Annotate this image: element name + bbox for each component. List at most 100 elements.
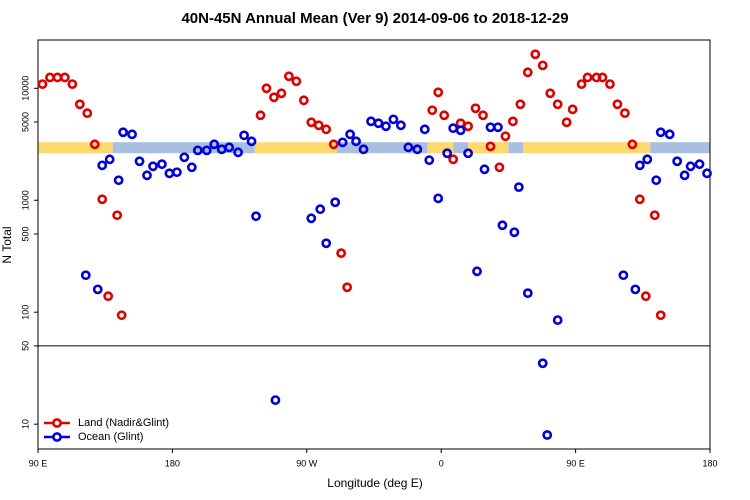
data-point [345, 129, 356, 140]
data-point [112, 210, 123, 221]
data-point [470, 103, 481, 114]
data-point [478, 110, 488, 121]
data-point [298, 95, 309, 106]
data-point [567, 104, 578, 115]
data-point [373, 118, 384, 129]
data-point [186, 162, 197, 173]
data-point [328, 139, 339, 150]
data-point [424, 155, 435, 166]
y-tick-label: 10000 [20, 76, 30, 101]
data-point [306, 117, 317, 128]
data-point [45, 72, 55, 83]
y-tick-label: 10 [20, 419, 30, 429]
surface-band [336, 142, 428, 154]
data-point [179, 152, 190, 163]
chart-title: 40N-45N Annual Mean (Ver 9) 2014-09-06 t… [181, 10, 568, 27]
data-point [97, 194, 108, 205]
data-point [283, 71, 294, 82]
data-point [672, 156, 683, 167]
data-point [640, 291, 651, 302]
data-point [542, 430, 553, 440]
data-point [479, 164, 490, 175]
data-point [276, 88, 287, 99]
data-point [702, 168, 712, 179]
data-point [118, 127, 129, 138]
data-point [561, 117, 572, 128]
y-tick-label: 5000 [20, 112, 30, 132]
data-point [463, 121, 473, 132]
data-point [530, 49, 541, 60]
surface-band [650, 142, 710, 154]
data-point [485, 122, 496, 133]
data-point [494, 162, 505, 173]
data-point [89, 139, 100, 150]
x-axis-label: Longitude (deg E) [327, 476, 422, 490]
data-point [433, 193, 444, 204]
data-point [403, 142, 414, 153]
data-point [605, 79, 615, 90]
data-point [261, 83, 272, 94]
data-point [515, 99, 526, 110]
data-point [627, 139, 638, 150]
data-point [618, 270, 629, 281]
y-axis-label: N Total [0, 226, 14, 263]
legend-marker [52, 418, 62, 428]
data-point [116, 310, 127, 321]
data-point [694, 159, 705, 170]
data-point [552, 315, 563, 326]
data-point [103, 291, 114, 302]
data-point [52, 72, 63, 83]
surface-band [453, 142, 469, 154]
data-point [157, 159, 167, 170]
data-point [685, 161, 696, 172]
data-point [82, 108, 93, 119]
data-point [148, 161, 158, 172]
data-point [395, 120, 406, 131]
y-tick-label: 50 [20, 341, 30, 351]
data-point [224, 142, 235, 153]
data-point [59, 72, 70, 83]
data-point [500, 131, 511, 142]
plot-frame [37, 39, 711, 450]
surface-band [508, 142, 524, 154]
data-point [291, 76, 302, 87]
data-point [509, 227, 520, 238]
data-point [576, 79, 587, 90]
x-tick-label: 90 E [566, 458, 585, 468]
surface-band [112, 142, 255, 154]
data-point [321, 124, 332, 135]
data-point [463, 148, 473, 159]
data-point [552, 99, 563, 110]
data-point [255, 110, 266, 121]
data-point [507, 116, 518, 127]
surface-band [38, 142, 113, 154]
y-tick-label: 100 [20, 305, 30, 320]
data-point [233, 147, 244, 158]
data-point [655, 127, 666, 138]
data-point [634, 160, 645, 171]
data-point [37, 79, 48, 90]
data-point [270, 395, 281, 406]
data-point [381, 121, 391, 132]
data-point [497, 220, 508, 231]
surface-band [523, 142, 651, 154]
data-point [142, 170, 152, 181]
surface-band [254, 142, 337, 154]
data-point [433, 87, 444, 98]
data-point [97, 160, 108, 171]
data-point [92, 284, 103, 295]
data-point [209, 139, 220, 150]
x-tick-label: 90 W [296, 458, 318, 468]
y-tick-label: 500 [20, 226, 30, 241]
data-point [485, 141, 496, 152]
data-point [448, 123, 459, 134]
data-point [171, 167, 182, 178]
data-point [493, 122, 503, 133]
data-point [634, 194, 645, 205]
legend-label: Land (Nadir&Glint) [78, 417, 169, 429]
data-point [164, 168, 175, 179]
data-point [412, 144, 423, 155]
data-point [336, 248, 347, 259]
data-point [537, 358, 548, 369]
data-point [246, 136, 257, 147]
